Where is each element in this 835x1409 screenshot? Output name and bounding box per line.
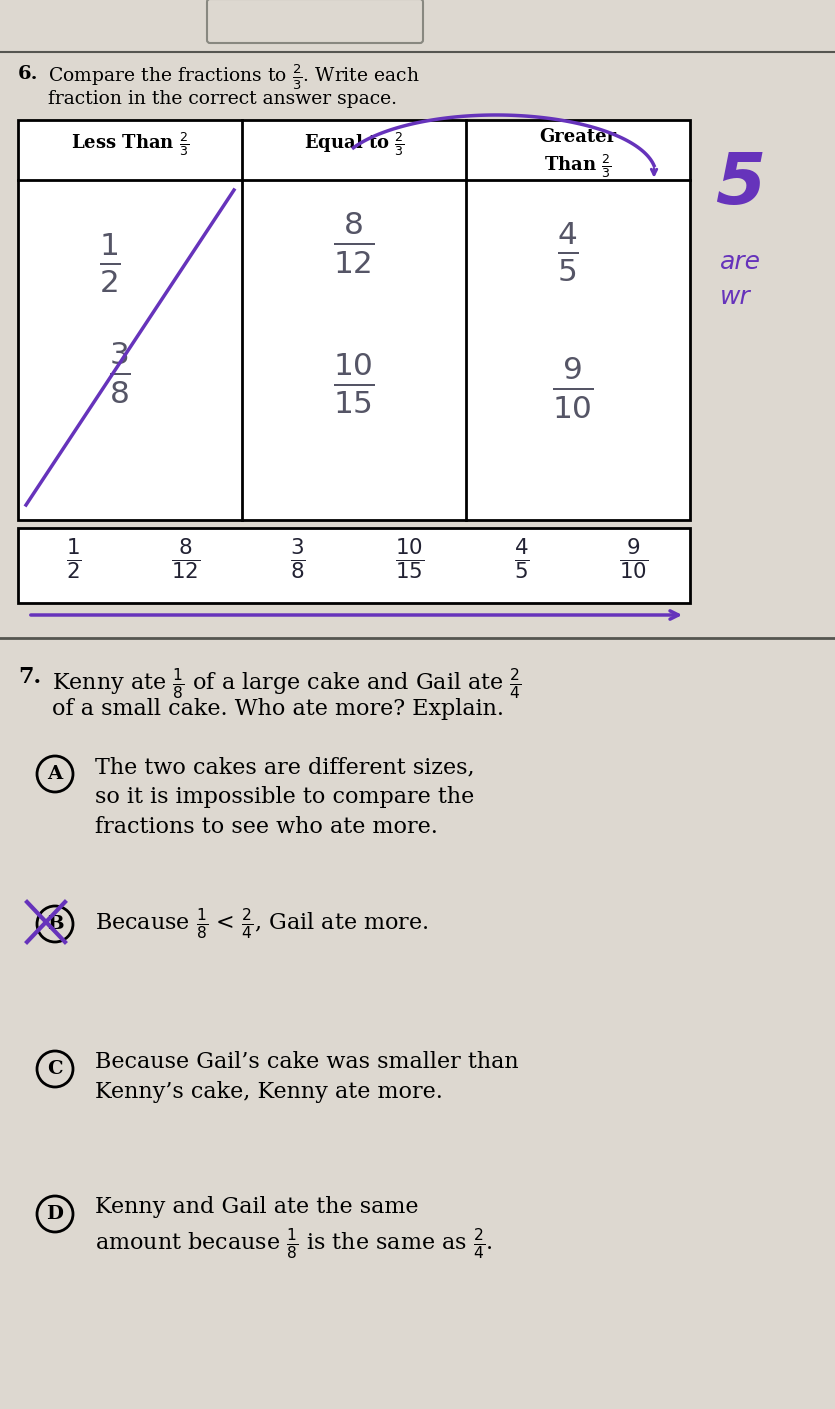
Text: Kenny ate $\frac{1}{8}$ of a large cake and Gail ate $\frac{2}{4}$: Kenny ate $\frac{1}{8}$ of a large cake … xyxy=(52,666,522,700)
Text: fraction in the correct answer space.: fraction in the correct answer space. xyxy=(48,90,397,108)
Text: $\frac{9}{10}$: $\frac{9}{10}$ xyxy=(620,535,649,582)
Text: $\frac{8}{12}$: $\frac{8}{12}$ xyxy=(171,535,200,582)
Text: Because Gail’s cake was smaller than: Because Gail’s cake was smaller than xyxy=(95,1051,519,1074)
Text: The two cakes are different sizes,: The two cakes are different sizes, xyxy=(95,757,474,778)
Text: are: are xyxy=(720,249,761,273)
Text: Compare the fractions to $\frac{2}{3}$. Write each: Compare the fractions to $\frac{2}{3}$. … xyxy=(48,63,420,93)
Text: B: B xyxy=(47,914,63,933)
Bar xyxy=(18,120,690,520)
Text: Less Than $\frac{2}{3}$: Less Than $\frac{2}{3}$ xyxy=(71,130,189,158)
Text: $\frac{1}{2}$: $\frac{1}{2}$ xyxy=(66,535,82,582)
Text: amount because $\frac{1}{8}$ is the same as $\frac{2}{4}$.: amount because $\frac{1}{8}$ is the same… xyxy=(95,1226,493,1261)
Text: D: D xyxy=(47,1205,63,1223)
Text: $\frac{10}{15}$: $\frac{10}{15}$ xyxy=(333,349,375,414)
Text: Greater: Greater xyxy=(539,128,616,147)
Text: $\frac{4}{5}$: $\frac{4}{5}$ xyxy=(514,535,529,582)
Text: $\frac{4}{5}$: $\frac{4}{5}$ xyxy=(557,220,579,283)
Text: $\frac{8}{12}$: $\frac{8}{12}$ xyxy=(333,210,375,276)
Text: Kenny and Gail ate the same: Kenny and Gail ate the same xyxy=(95,1196,418,1217)
Bar xyxy=(18,528,690,603)
Text: so it is impossible to compare the: so it is impossible to compare the xyxy=(95,786,474,807)
Text: Equal to $\frac{2}{3}$: Equal to $\frac{2}{3}$ xyxy=(304,130,404,158)
Text: $\frac{1}{2}$: $\frac{1}{2}$ xyxy=(99,230,121,294)
Text: wr: wr xyxy=(720,285,751,309)
Text: $\frac{3}{8}$: $\frac{3}{8}$ xyxy=(109,340,131,406)
Text: C: C xyxy=(48,1060,63,1078)
Text: $\frac{10}{15}$: $\frac{10}{15}$ xyxy=(396,535,424,582)
Text: 7.: 7. xyxy=(18,666,41,688)
Text: fractions to see who ate more.: fractions to see who ate more. xyxy=(95,816,438,838)
Text: $\frac{9}{10}$: $\frac{9}{10}$ xyxy=(552,355,594,420)
Text: Than $\frac{2}{3}$: Than $\frac{2}{3}$ xyxy=(544,152,612,180)
Text: $\frac{3}{8}$: $\frac{3}{8}$ xyxy=(291,535,306,582)
Text: 6.: 6. xyxy=(18,65,38,83)
Text: 5: 5 xyxy=(715,149,765,218)
Text: Kenny’s cake, Kenny ate more.: Kenny’s cake, Kenny ate more. xyxy=(95,1081,443,1103)
Text: A: A xyxy=(48,765,63,783)
Text: of a small cake. Who ate more? Explain.: of a small cake. Who ate more? Explain. xyxy=(52,697,504,720)
Text: Because $\frac{1}{8}$ < $\frac{2}{4}$, Gail ate more.: Because $\frac{1}{8}$ < $\frac{2}{4}$, G… xyxy=(95,906,428,941)
FancyBboxPatch shape xyxy=(207,0,423,44)
